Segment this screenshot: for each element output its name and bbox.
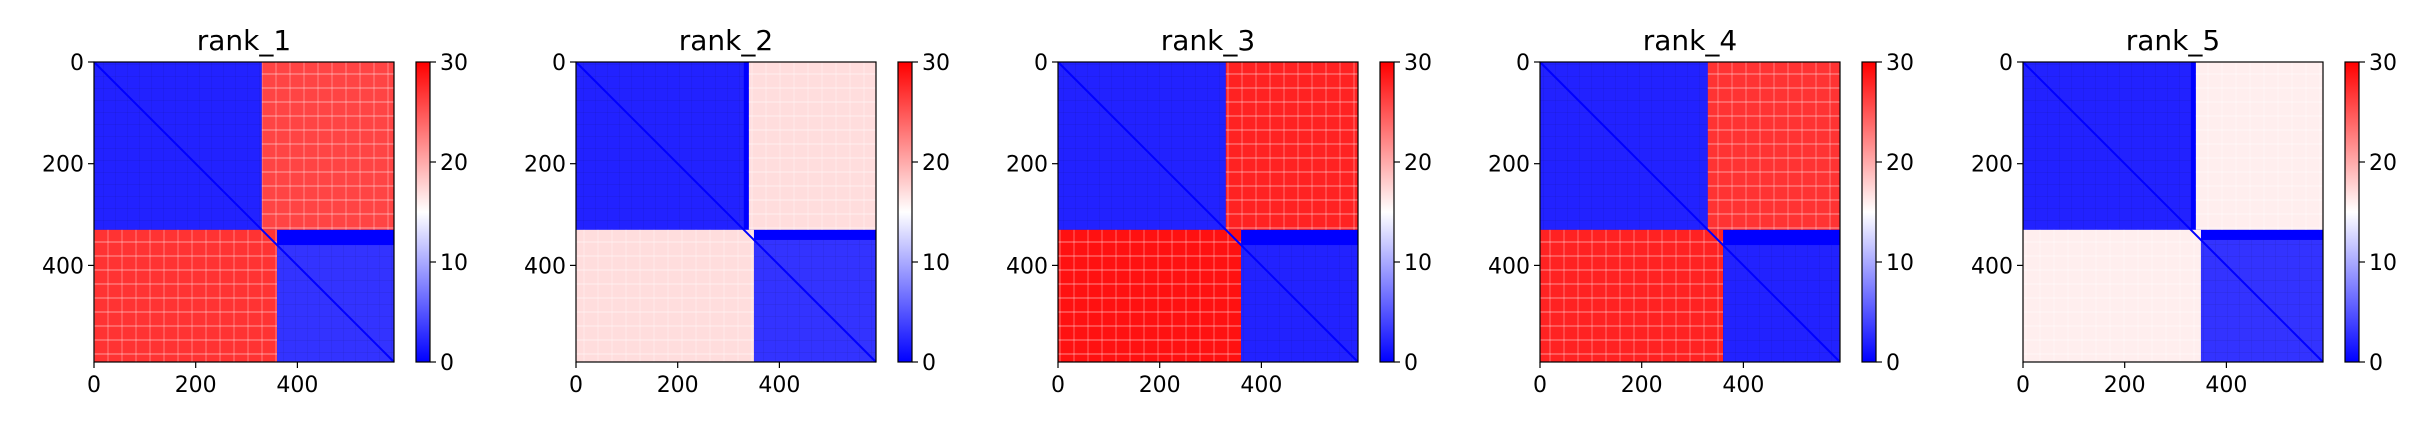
heatmap-block-texture xyxy=(261,62,394,230)
colorbar-tick-label: 20 xyxy=(1886,151,1914,176)
y-tick-label: 200 xyxy=(1488,153,1530,178)
panel-title: rank_2 xyxy=(679,24,773,57)
colorbar-tick-label: 10 xyxy=(922,251,950,276)
x-tick-label: 0 xyxy=(1533,373,1547,398)
colorbar-tick-label: 20 xyxy=(1404,151,1432,176)
axes-frame xyxy=(1539,61,1841,363)
y-tick-label: 200 xyxy=(42,153,84,178)
axes-frame xyxy=(2022,61,2324,363)
heatmap-block-texture xyxy=(94,229,278,362)
heatmap-panel-5: rank_5 0 200 400 0 200 400 0 10 20 30 xyxy=(1971,24,2397,398)
x-tick-label: 400 xyxy=(2205,373,2247,398)
x-tick-label: 200 xyxy=(657,373,699,398)
colorbar-frame xyxy=(1861,61,1877,363)
x-tick-label: 200 xyxy=(2104,373,2146,398)
colorbar-tick-label: 30 xyxy=(440,51,468,76)
colorbar-tick-label: 20 xyxy=(922,151,950,176)
heatmap-diagonal xyxy=(93,61,395,363)
y-tick-label: 400 xyxy=(1488,254,1530,279)
colorbar-tick-label: 0 xyxy=(922,351,936,376)
y-tick-label: 0 xyxy=(1999,51,2013,76)
x-tick-label: 200 xyxy=(1621,373,1663,398)
heatmap-diagonal xyxy=(1057,61,1359,363)
heatmap-block-texture xyxy=(1540,229,1724,362)
colorbar-tick-label: 10 xyxy=(1886,251,1914,276)
colorbar-tick-label: 0 xyxy=(2369,351,2383,376)
heatmap-diagonal xyxy=(1539,61,1841,363)
axes-frame xyxy=(575,61,877,363)
axes-frame xyxy=(93,61,395,363)
y-tick-label: 0 xyxy=(552,51,566,76)
heatmap-diagonal xyxy=(575,61,877,363)
colorbar-tick-label: 10 xyxy=(1404,251,1432,276)
colorbar-tick-label: 10 xyxy=(440,251,468,276)
y-tick-label: 0 xyxy=(70,51,84,76)
heatmap-panel-2: rank_2 0 200 400 0 200 400 0 10 20 30 xyxy=(524,24,950,398)
x-tick-label: 0 xyxy=(569,373,583,398)
y-tick-label: 0 xyxy=(1034,51,1048,76)
colorbar-frame xyxy=(2344,61,2360,363)
colorbar-tick-label: 20 xyxy=(2369,151,2397,176)
heatmap-panel-1: rank_1 0 200 400 0 200 400 0 10 20 30 xyxy=(42,24,468,398)
colorbar-tick-label: 10 xyxy=(2369,251,2397,276)
y-tick-label: 400 xyxy=(1971,254,2013,279)
heatmap-block-texture xyxy=(2195,62,2323,230)
panel-title: rank_3 xyxy=(1161,24,1255,57)
y-tick-label: 400 xyxy=(1006,254,1048,279)
colorbar xyxy=(1380,62,1394,362)
x-tick-label: 0 xyxy=(2016,373,2030,398)
colorbar-tick-label: 30 xyxy=(1886,51,1914,76)
colorbar-tick-label: 30 xyxy=(2369,51,2397,76)
y-tick-label: 200 xyxy=(1006,153,1048,178)
x-tick-label: 400 xyxy=(1240,373,1282,398)
heatmap-panel-3: rank_3 0 200 400 0 200 400 0 10 20 30 xyxy=(1006,24,1432,398)
colorbar-tick-label: 30 xyxy=(1404,51,1432,76)
heatmap-panel-4: rank_4 0 200 400 0 200 400 0 10 20 30 xyxy=(1488,24,1914,398)
heatmap-block-texture xyxy=(1225,62,1358,230)
x-tick-label: 400 xyxy=(758,373,800,398)
colorbar xyxy=(2345,62,2359,362)
heatmap-block-texture xyxy=(1707,62,1840,230)
panel-title: rank_1 xyxy=(197,24,291,57)
y-tick-label: 200 xyxy=(524,153,566,178)
heatmap-block-texture xyxy=(576,229,754,362)
colorbar-frame xyxy=(897,61,913,363)
panel-title: rank_4 xyxy=(1643,24,1737,57)
colorbar-tick-label: 0 xyxy=(1886,351,1900,376)
x-tick-label: 0 xyxy=(87,373,101,398)
colorbar-tick-label: 0 xyxy=(440,351,454,376)
colorbar xyxy=(416,62,430,362)
heatmap-block-texture xyxy=(2023,229,2201,362)
heatmap-block-texture xyxy=(1058,229,1242,362)
x-tick-label: 200 xyxy=(175,373,217,398)
colorbar xyxy=(1862,62,1876,362)
colorbar-tick-label: 0 xyxy=(1404,351,1418,376)
colorbar-frame xyxy=(415,61,431,363)
x-tick-label: 400 xyxy=(276,373,318,398)
colorbar xyxy=(898,62,912,362)
y-tick-label: 200 xyxy=(1971,153,2013,178)
y-tick-label: 400 xyxy=(524,254,566,279)
axes-frame xyxy=(1057,61,1359,363)
x-tick-label: 400 xyxy=(1722,373,1764,398)
y-tick-label: 0 xyxy=(1516,51,1530,76)
y-tick-label: 400 xyxy=(42,254,84,279)
heatmap-diagonal xyxy=(2022,61,2324,363)
colorbar-frame xyxy=(1379,61,1395,363)
x-tick-label: 0 xyxy=(1051,373,1065,398)
colorbar-tick-label: 30 xyxy=(922,51,950,76)
x-tick-label: 200 xyxy=(1139,373,1181,398)
colorbar-tick-label: 20 xyxy=(440,151,468,176)
panel-title: rank_5 xyxy=(2126,24,2220,57)
heatmap-block-texture xyxy=(748,62,876,230)
